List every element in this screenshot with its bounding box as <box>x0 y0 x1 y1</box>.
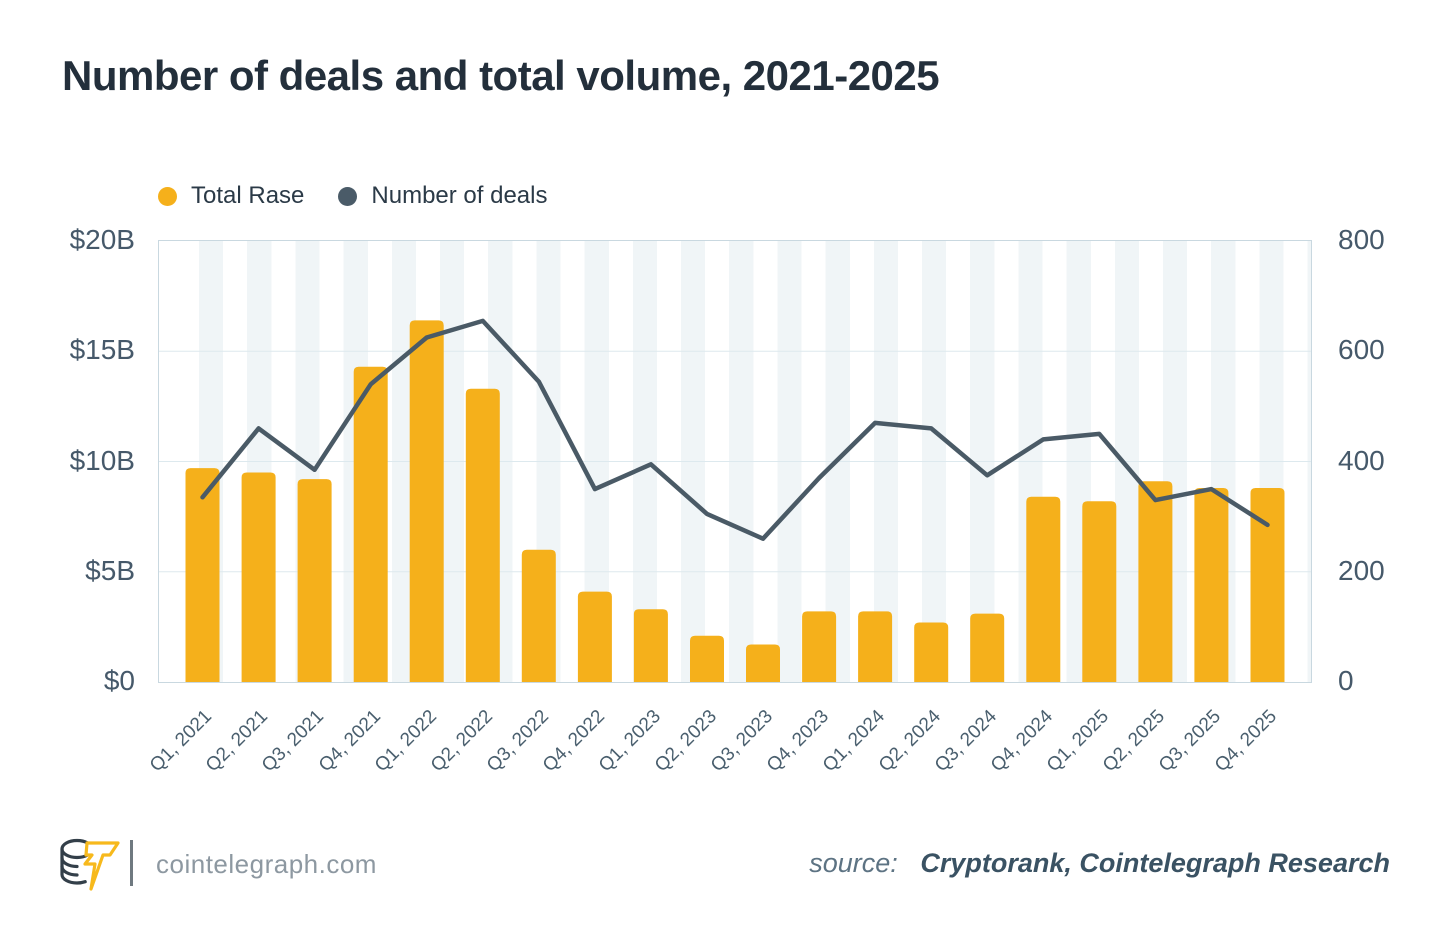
bar-q4-2025 <box>1250 488 1285 682</box>
y-tick-left-0: $0 <box>103 665 135 696</box>
legend-dot-icon <box>338 186 358 206</box>
x-label-text: Q3, 2021 <box>258 706 329 777</box>
bar-q2-2024 <box>914 622 949 682</box>
legend-label: Number of deals <box>371 182 548 209</box>
legend-item-number-of-deals: Number of deals <box>338 182 547 210</box>
bar-q2-2021 <box>241 472 276 682</box>
chart-legend: Total Rase Number of deals <box>158 182 547 210</box>
bar-q2-2022 <box>465 388 500 682</box>
x-axis-labels: Q1, 2021 Q2, 2021 Q3, 2021 Q4, 2021 Q1, 2022… <box>146 706 1310 816</box>
bar-q2-2023 <box>690 635 724 682</box>
bar-q3-2023 <box>746 644 780 682</box>
x-label-text: Q4, 2025 <box>1211 706 1282 777</box>
y-tick-left-20b: $20B <box>69 224 135 255</box>
y-tick-left-15b: $15B <box>69 334 135 366</box>
bar-q1-2023 <box>633 609 668 682</box>
bar-q1-2021 <box>185 468 220 682</box>
y-tick-right-200: 200 <box>1338 554 1385 586</box>
bar-q1-2022 <box>409 320 444 682</box>
chart-canvas <box>159 318 1311 682</box>
bar-q4-2024 <box>1026 496 1061 682</box>
y-tick-right-800: 800 <box>1338 224 1385 255</box>
footer-site-url: cointelegraph.com <box>156 849 377 879</box>
legend-dot-icon <box>158 186 177 206</box>
bar-q3-2022 <box>521 549 556 682</box>
legend-label: Total Rase <box>191 182 305 209</box>
bar-q3-2024 <box>970 613 1005 682</box>
bar-q4-2023 <box>802 611 837 682</box>
bar-q3-2021 <box>297 479 332 682</box>
source-label: source: <box>809 848 898 878</box>
bar-q2-2025 <box>1138 481 1173 682</box>
plot-area <box>158 240 1312 683</box>
bar-q1-2025 <box>1082 501 1117 682</box>
bar-q4-2021 <box>353 366 388 682</box>
y-tick-right-0: 0 <box>1338 665 1354 696</box>
page-title: Number of deals and total volume, 2021-2… <box>62 52 940 99</box>
y-tick-left-10b: $10B <box>69 444 135 476</box>
cointelegraph-logo-icon <box>60 838 120 891</box>
deals-line <box>200 318 1270 541</box>
x-label-text: Q4, 2021 <box>314 706 385 777</box>
legend-item-total-rase: Total Rase <box>158 182 304 210</box>
footer-divider <box>130 840 133 886</box>
source-credit: source: Cryptorank, Cointelegraph Resear… <box>809 848 1390 879</box>
y-tick-right-400: 400 <box>1338 444 1385 476</box>
bar-q3-2025 <box>1194 488 1229 682</box>
bar-q4-2022 <box>577 591 612 682</box>
source-value: Cryptorank, Cointelegraph Research <box>920 848 1390 878</box>
bar-q1-2024 <box>858 611 893 682</box>
y-tick-right-600: 600 <box>1338 334 1385 366</box>
y-tick-left-5b: $5B <box>85 554 135 586</box>
